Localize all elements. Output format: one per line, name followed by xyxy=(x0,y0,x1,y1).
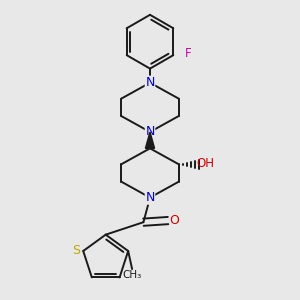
Text: N: N xyxy=(145,191,155,204)
Text: O: O xyxy=(169,214,179,227)
Text: S: S xyxy=(72,244,80,257)
Text: OH: OH xyxy=(196,157,214,170)
Polygon shape xyxy=(146,132,154,148)
Text: F: F xyxy=(185,47,191,60)
Text: N: N xyxy=(145,76,155,89)
Text: CH₃: CH₃ xyxy=(122,270,142,280)
Text: N: N xyxy=(145,125,155,139)
